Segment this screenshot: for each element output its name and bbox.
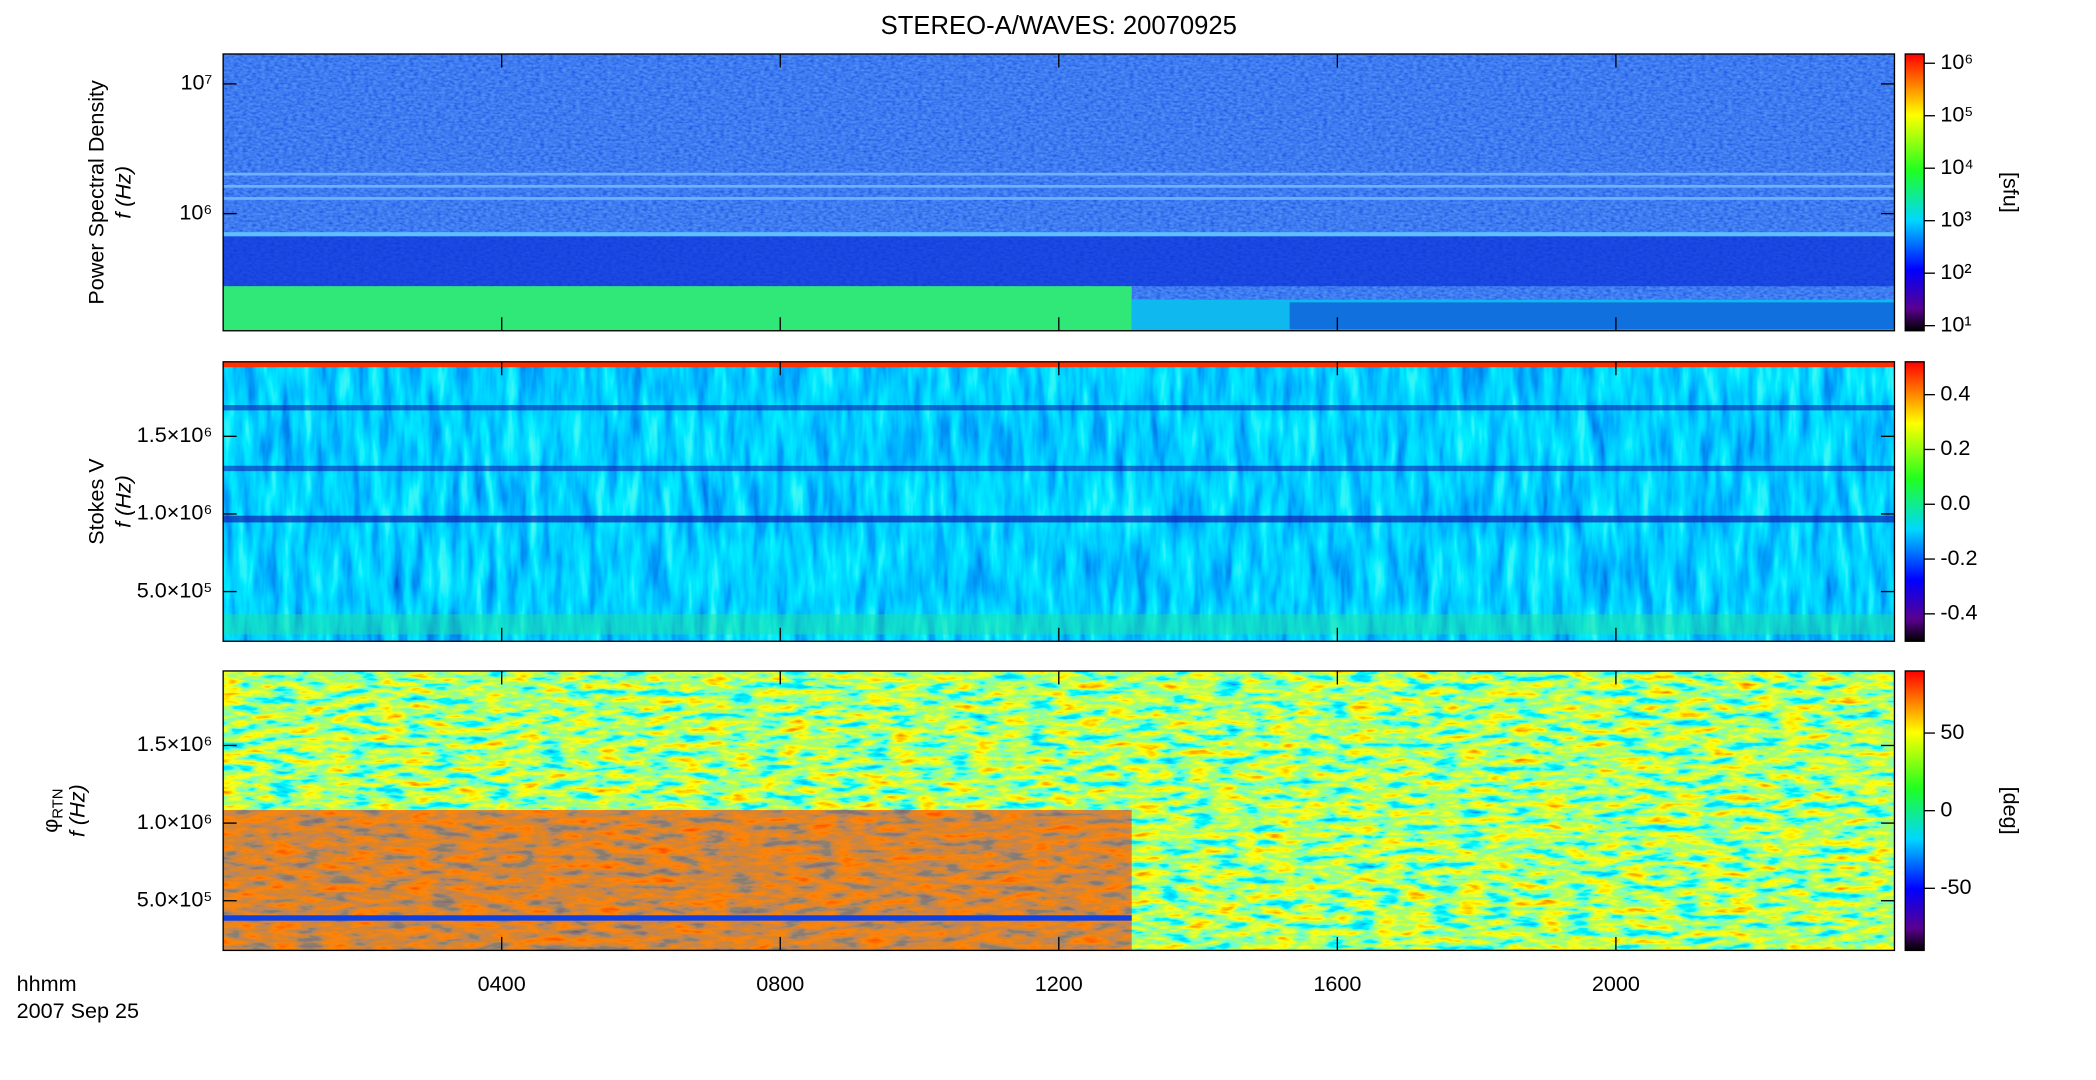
y-label: f (Hz) <box>110 166 135 219</box>
y-label-text: Stokes V <box>83 458 108 545</box>
colorbar <box>1904 53 1925 332</box>
date-label: 2007 Sep 25 <box>17 998 139 1023</box>
colorbars <box>1904 53 1925 952</box>
colorbar-tick-label: 10⁶ <box>1940 49 1973 74</box>
stokes-line <box>223 515 1895 523</box>
phase-line <box>223 915 1132 921</box>
colorbar-tick-label: 0 <box>1940 796 1952 821</box>
psd-line <box>223 184 1895 188</box>
psd-band <box>1289 302 1895 330</box>
psd-line <box>223 232 1895 237</box>
colorbar-tick-label: -50 <box>1940 874 1971 899</box>
colorbar-tick-label: 10¹ <box>1940 311 1971 336</box>
x-tick-label: 1200 <box>1035 971 1083 996</box>
y-label: Stokes V <box>83 458 108 545</box>
colorbar-tick-label: -0.2 <box>1940 545 1977 570</box>
colorbar-label: [sfu] <box>1998 172 2023 213</box>
colorbar-tick-label: 0.4 <box>1940 380 1970 405</box>
y-tick-label: 10⁷ <box>181 70 213 95</box>
y-label-text: Power Spectral Density <box>83 80 108 305</box>
chart-title: STEREO-A/WAVES: 20070925 <box>881 12 1237 40</box>
x-tick-label: 0800 <box>756 971 804 996</box>
colorbar-tick-label: 0.0 <box>1940 490 1970 515</box>
y-label-subscript: RTN <box>50 789 66 819</box>
x-label: hhmm <box>17 971 77 996</box>
phase-band <box>223 810 1132 951</box>
y-tick-label: 1.0×10⁶ <box>137 809 213 834</box>
y-tick-label: 1.0×10⁶ <box>137 500 213 525</box>
x-tick-label: 2000 <box>1592 971 1640 996</box>
psd-band <box>223 236 1895 287</box>
psd-line <box>223 197 1895 200</box>
colorbar <box>1904 361 1925 642</box>
y-label: f (Hz) <box>64 784 89 837</box>
colorbar-tick-label: 10⁴ <box>1940 154 1973 179</box>
x-tick-label: 0400 <box>478 971 526 996</box>
y-tick-label: 5.0×10⁵ <box>137 886 213 911</box>
stokes-line <box>223 405 1895 411</box>
stokes-line <box>223 465 1895 472</box>
y-tick-label: 1.5×10⁶ <box>137 422 213 447</box>
stokes-band <box>223 614 1895 635</box>
spectrogram-texture <box>223 54 1895 951</box>
y-tick-label: 10⁶ <box>179 199 212 224</box>
colorbar-tick-label: -0.4 <box>1940 600 1977 625</box>
y-label: f (Hz) <box>110 475 135 528</box>
y-tick-label: 5.0×10⁵ <box>137 577 213 602</box>
y-label-text: φ <box>37 819 62 833</box>
colorbar-tick-label: 10⁵ <box>1940 101 1973 126</box>
colorbar-tick-label: 10² <box>1940 259 1971 284</box>
colorbar-label: [deg] <box>1998 787 2023 835</box>
psd-band <box>223 286 1132 331</box>
colorbar-tick-label: 50 <box>1940 719 1964 744</box>
stokes-texture <box>223 361 1895 642</box>
y-label: Power Spectral Density <box>83 80 108 305</box>
psd-line <box>223 172 1895 176</box>
colorbar <box>1904 670 1925 952</box>
colorbar-tick-label: 10³ <box>1940 206 1971 231</box>
y-tick-label: 1.5×10⁶ <box>137 731 213 756</box>
x-tick-label: 1600 <box>1313 971 1361 996</box>
y-label: φRTN <box>37 789 66 833</box>
colorbar-tick-label: 0.2 <box>1940 435 1970 460</box>
